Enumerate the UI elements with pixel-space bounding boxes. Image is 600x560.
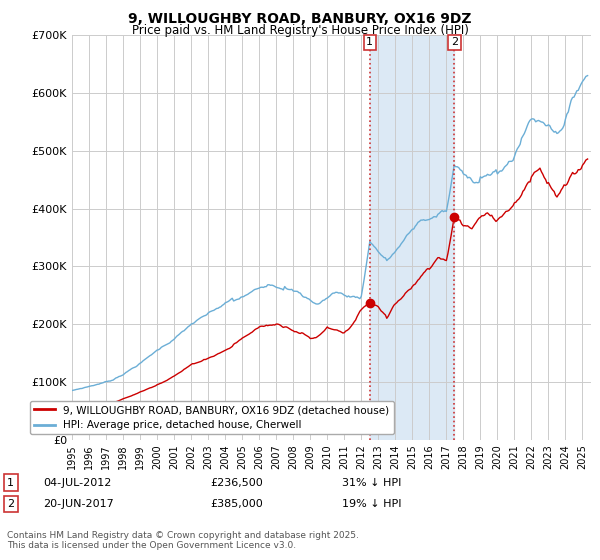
Text: 2: 2 xyxy=(451,38,458,47)
Bar xyxy=(370,35,454,440)
Text: 1: 1 xyxy=(7,478,14,488)
Text: £236,500: £236,500 xyxy=(210,478,263,488)
Text: 20-JUN-2017: 20-JUN-2017 xyxy=(43,499,114,509)
Text: Price paid vs. HM Land Registry's House Price Index (HPI): Price paid vs. HM Land Registry's House … xyxy=(131,24,469,37)
Legend: 9, WILLOUGHBY ROAD, BANBURY, OX16 9DZ (detached house), HPI: Average price, deta: 9, WILLOUGHBY ROAD, BANBURY, OX16 9DZ (d… xyxy=(30,401,394,435)
Text: 19% ↓ HPI: 19% ↓ HPI xyxy=(342,499,401,509)
Text: 04-JUL-2012: 04-JUL-2012 xyxy=(43,478,112,488)
Text: 31% ↓ HPI: 31% ↓ HPI xyxy=(342,478,401,488)
Text: Contains HM Land Registry data © Crown copyright and database right 2025.
This d: Contains HM Land Registry data © Crown c… xyxy=(7,530,359,550)
Text: £385,000: £385,000 xyxy=(210,499,263,509)
Text: 2: 2 xyxy=(7,499,14,509)
Text: 1: 1 xyxy=(366,38,373,47)
Text: 9, WILLOUGHBY ROAD, BANBURY, OX16 9DZ: 9, WILLOUGHBY ROAD, BANBURY, OX16 9DZ xyxy=(128,12,472,26)
